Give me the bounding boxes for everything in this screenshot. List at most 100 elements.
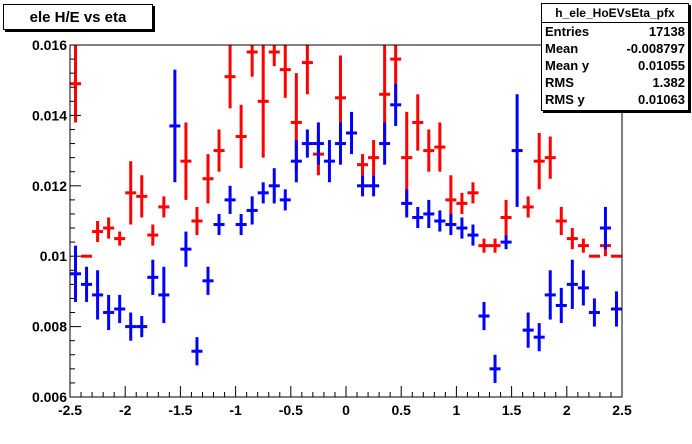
data-point	[180, 122, 192, 200]
data-point	[544, 270, 556, 320]
data-point	[522, 312, 534, 348]
data-point	[346, 111, 358, 155]
data-point	[147, 259, 159, 295]
stats-label: Mean y	[545, 58, 590, 73]
y-tick-label: 0.012	[32, 178, 67, 194]
data-point	[478, 301, 490, 331]
data-point	[412, 206, 424, 229]
y-tick-label: 0.01	[40, 248, 67, 264]
stats-value: 1.382	[652, 75, 685, 90]
data-point	[290, 140, 302, 183]
data-point	[169, 69, 181, 183]
chart-title-text: ele H/E vs eta	[29, 8, 127, 26]
data-point	[511, 94, 523, 207]
data-point	[434, 210, 446, 232]
data-point	[70, 45, 82, 123]
data-point	[268, 168, 280, 204]
data-point	[202, 266, 214, 295]
data-point	[125, 161, 137, 225]
data-point	[114, 231, 126, 246]
data-point	[323, 140, 335, 183]
data-point	[555, 206, 567, 236]
y-tick-label: 0.008	[32, 319, 67, 335]
x-tick-label: -1	[229, 402, 242, 418]
stats-value: 0.01055	[638, 58, 685, 73]
stats-row-rms-y: RMS y 0.01063	[542, 91, 688, 108]
data-point	[191, 337, 203, 366]
x-tick-label: -2.5	[58, 402, 82, 418]
data-point	[500, 235, 512, 250]
data-point	[224, 45, 236, 109]
data-point	[246, 45, 258, 77]
data-point	[235, 213, 247, 236]
data-point	[213, 129, 225, 172]
data-point	[114, 294, 126, 324]
data-point	[566, 259, 578, 309]
data-point	[257, 182, 269, 204]
stats-row-rms: RMS 1.382	[542, 74, 688, 91]
data-point	[213, 213, 225, 236]
data-point	[136, 175, 148, 218]
stats-histogram-name: h_ele_HoEVsEta_pfx	[542, 4, 688, 23]
x-tick-label: 2	[563, 402, 571, 418]
data-point	[334, 122, 346, 165]
data-point	[456, 192, 468, 214]
data-point	[434, 122, 446, 172]
x-tick-label: 2.5	[612, 402, 632, 418]
data-point	[92, 221, 104, 243]
data-point	[158, 266, 170, 324]
data-point	[191, 206, 203, 236]
data-point	[147, 224, 159, 246]
data-point	[390, 83, 402, 126]
stats-value: 17138	[648, 24, 685, 39]
data-point	[301, 129, 313, 158]
data-point	[610, 291, 622, 327]
chart-title: ele H/E vs eta	[3, 4, 153, 30]
data-point	[577, 238, 589, 253]
data-point	[81, 266, 93, 302]
data-point	[599, 206, 611, 250]
data-point	[136, 316, 148, 338]
data-point	[235, 104, 247, 169]
data-point	[224, 185, 236, 214]
data-point	[401, 111, 413, 204]
data-point	[489, 238, 501, 253]
series-0	[70, 45, 622, 258]
stats-label: RMS	[545, 75, 574, 90]
data-point	[500, 199, 512, 236]
data-point	[489, 354, 501, 383]
data-point	[279, 45, 291, 98]
y-tick-label: 0.016	[32, 37, 67, 53]
stats-label: Entries	[545, 24, 590, 39]
series-1	[70, 69, 622, 383]
data-point	[522, 196, 534, 218]
data-point	[301, 45, 313, 95]
data-point	[312, 122, 324, 165]
data-point	[70, 245, 82, 302]
stats-row-mean-y: Mean y 0.01055	[542, 57, 688, 74]
stats-row-entries: Entries 17138	[542, 23, 688, 40]
data-point	[202, 154, 214, 204]
data-point	[467, 182, 479, 204]
data-point	[257, 45, 269, 158]
y-tick-label: 0.014	[32, 107, 67, 123]
data-point	[125, 312, 137, 341]
data-point	[423, 129, 435, 172]
data-point	[357, 175, 369, 197]
data-point	[445, 213, 457, 236]
x-tick-label: -1.5	[168, 402, 192, 418]
data-point	[555, 287, 567, 324]
data-point	[368, 140, 380, 176]
y-tick-label: 0.006	[32, 389, 67, 405]
stats-row-mean: Mean -0.008797	[542, 40, 688, 57]
stats-box: h_ele_HoEVsEta_pfx Entries 17138 Mean -0…	[541, 3, 689, 111]
x-tick-label: 1.5	[502, 402, 522, 418]
data-point	[412, 94, 424, 151]
stats-value: 0.01063	[638, 92, 685, 107]
data-point	[456, 217, 468, 239]
stats-label: RMS y	[545, 92, 585, 107]
data-point	[158, 196, 170, 218]
data-point	[401, 189, 413, 218]
